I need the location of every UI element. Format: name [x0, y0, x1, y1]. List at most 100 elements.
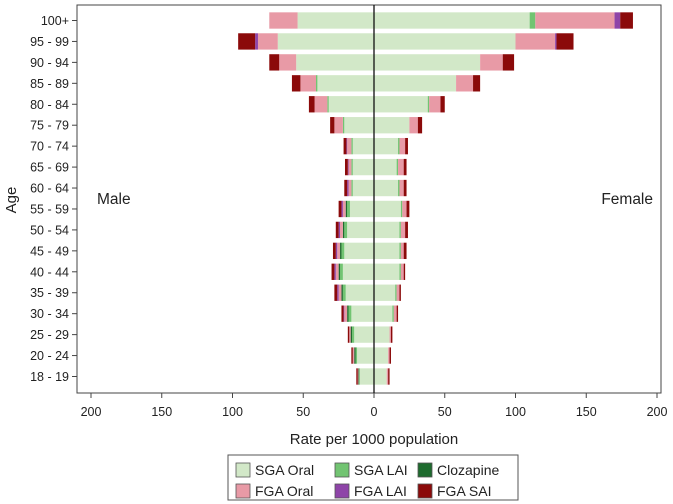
bar-female-fga-oral-95-99 — [515, 33, 556, 50]
legend-label-sga-lai: SGA LAI — [354, 462, 408, 478]
y-tick-label: 25 - 29 — [30, 328, 69, 342]
bar-female-fga-sai-30-34 — [396, 305, 399, 322]
bar-female-sga-lai-60-64 — [398, 179, 400, 197]
bar-male-fga-oral-100 — [269, 12, 298, 29]
bar-male-sga-oral-85-89 — [317, 75, 374, 92]
bar-male-fga-oral-40-44 — [335, 263, 339, 280]
bar-male-sga-lai-30-34 — [348, 305, 352, 322]
bar-female-sga-oral-50-54 — [374, 221, 400, 239]
bar-male-clozapine-55-59 — [345, 200, 348, 218]
bar-male-fga-oral-65-69 — [348, 158, 352, 176]
bar-female-sga-oral-40-44 — [374, 263, 400, 280]
bar-male-sga-oral-100 — [297, 12, 374, 29]
y-tick-label: 80 - 84 — [30, 98, 69, 112]
bar-male-fga-sai-18-19 — [356, 368, 358, 385]
legend: SGA Oral SGA LAI Clozapine FGA Oral FGA LAI F… — [227, 454, 519, 501]
bar-female-sga-oral-45-49 — [374, 242, 400, 260]
bar-female-fga-oral-30-34 — [393, 305, 397, 322]
bar-male-sga-oral-60-64 — [352, 179, 374, 197]
bar-male-sga-lai-35-39 — [342, 284, 346, 301]
bar-male-fga-sai-85-89 — [291, 75, 301, 92]
bar-male-sga-oral-20-24 — [357, 347, 374, 364]
bar-female-sga-oral-75-79 — [374, 117, 410, 134]
bar-male-clozapine-50-54 — [342, 221, 345, 239]
bar-male-clozapine-35-39 — [341, 284, 343, 301]
bar-male-fga-oral-70-74 — [347, 137, 352, 155]
bar-male-fga-oral-25-29 — [349, 326, 351, 343]
y-tick-label: 95 - 99 — [30, 35, 69, 49]
bar-female-fga-oral-50-54 — [400, 221, 406, 239]
y-axis-title: Age — [3, 187, 20, 214]
bar-male-sga-oral-70-74 — [352, 137, 374, 155]
bar-female-sga-lai-70-74 — [398, 137, 400, 155]
bar-female-fga-oral-75-79 — [409, 117, 418, 134]
bar-female-sga-lai-40-44 — [399, 263, 401, 280]
bar-male-clozapine-18-19 — [358, 368, 360, 385]
bar-female-fga-sai-25-29 — [390, 326, 393, 343]
y-tick-label: 40 - 44 — [30, 265, 69, 279]
bar-male-sga-oral-65-69 — [352, 158, 374, 176]
bar-male-sga-oral-45-49 — [344, 242, 374, 260]
legend-swatch-sga-lai — [334, 462, 350, 478]
bar-female-fga-oral-90-94 — [480, 54, 503, 71]
bar-male-fga-lai-35-39 — [337, 284, 339, 301]
bar-female-fga-sai-90-94 — [502, 54, 515, 71]
bar-male-sga-lai-50-54 — [344, 221, 348, 239]
bars-layer — [238, 12, 633, 385]
bar-female-fga-sai-100 — [620, 12, 633, 29]
bar-female-sga-oral-35-39 — [374, 284, 396, 301]
bar-male-sga-oral-35-39 — [345, 284, 374, 301]
bar-female-fga-oral-65-69 — [398, 158, 404, 176]
x-tick-label: 200 — [647, 405, 668, 419]
bar-female-fga-sai-95-99 — [556, 33, 574, 50]
bar-male-fga-sai-55-59 — [338, 200, 342, 218]
bar-male-fga-sai-70-74 — [343, 137, 347, 155]
bar-female-sga-oral-18-19 — [374, 368, 387, 385]
bar-male-sga-lai-80-84 — [327, 96, 329, 113]
bar-male-fga-oral-95-99 — [257, 33, 278, 50]
bar-male-fga-lai-50-54 — [338, 221, 341, 239]
bar-male-fga-sai-80-84 — [308, 96, 315, 113]
bar-male-sga-oral-25-29 — [354, 326, 374, 343]
female-label: Female — [601, 191, 653, 208]
bar-male-fga-lai-60-64 — [347, 179, 349, 197]
bar-male-fga-oral-85-89 — [300, 75, 316, 92]
bar-female-fga-sai-70-74 — [405, 137, 408, 155]
bar-male-sga-lai-85-89 — [315, 75, 318, 92]
bar-male-sga-lai-60-64 — [351, 179, 353, 197]
bar-male-sga-oral-30-34 — [351, 305, 374, 322]
legend-label-fga-oral: FGA Oral — [255, 483, 313, 499]
bar-male-fga-sai-45-49 — [332, 242, 336, 260]
bar-female-fga-sai-40-44 — [403, 263, 406, 280]
bar-male-fga-oral-18-19 — [357, 368, 359, 385]
bar-female-fga-sai-20-24 — [389, 347, 391, 364]
legend-label-sga-oral: SGA Oral — [255, 462, 314, 478]
bar-female-sga-lai-45-49 — [399, 242, 401, 260]
bar-male-fga-sai-75-79 — [330, 117, 335, 134]
y-tick-label: 45 - 49 — [30, 244, 69, 258]
bar-male-sga-lai-75-79 — [342, 117, 345, 134]
bar-female-sga-lai-80-84 — [427, 96, 430, 113]
bar-male-fga-sai-90-94 — [269, 54, 280, 71]
bar-male-clozapine-25-29 — [350, 326, 353, 343]
bar-female-fga-oral-70-74 — [399, 137, 406, 155]
bar-male-fga-oral-60-64 — [348, 179, 352, 197]
y-tick-label: 18 - 19 — [30, 370, 69, 384]
bar-male-fga-lai-65-69 — [347, 158, 349, 176]
plot-frame — [76, 4, 662, 394]
y-tick-label: 70 - 74 — [30, 140, 69, 154]
bar-female-fga-sai-50-54 — [405, 221, 408, 239]
bar-female-sga-oral-80-84 — [374, 96, 428, 113]
bar-female-fga-oral-100 — [535, 12, 615, 29]
bar-male-fga-oral-55-59 — [342, 200, 346, 218]
bar-female-sga-oral-65-69 — [374, 158, 397, 176]
bar-female-sga-oral-20-24 — [374, 347, 389, 364]
legend-label-clozapine: Clozapine — [437, 462, 499, 478]
bar-male-sga-lai-40-44 — [340, 263, 343, 280]
bar-female-sga-oral-25-29 — [374, 326, 390, 343]
bar-female-sga-oral-55-59 — [374, 200, 401, 218]
bar-male-sga-lai-70-74 — [351, 137, 353, 155]
bar-male-fga-sai-60-64 — [344, 179, 348, 197]
legend-frame — [227, 454, 519, 501]
